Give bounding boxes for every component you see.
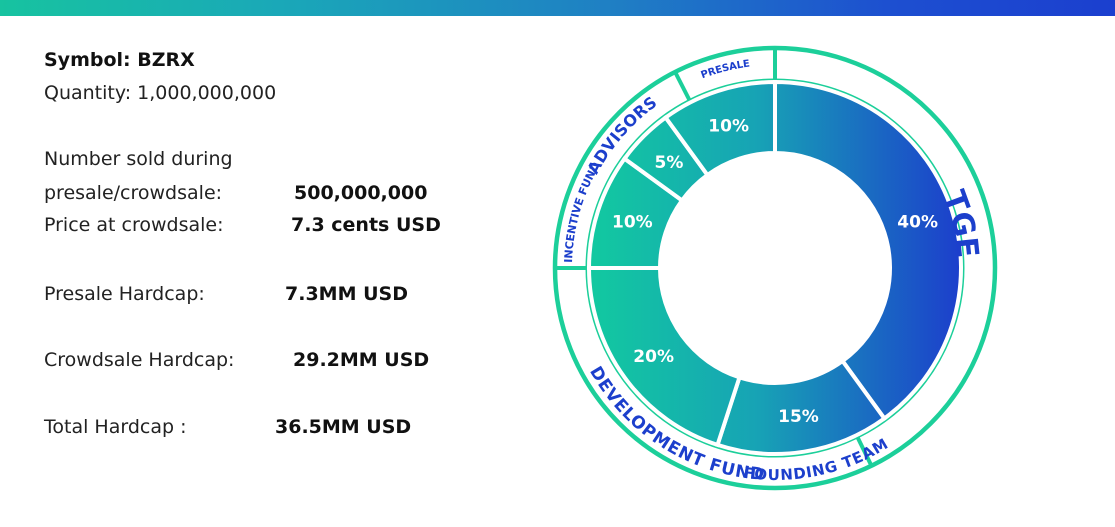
category-label-presale: PRESALE — [700, 59, 751, 82]
presale-hardcap-value: 7.3MM USD — [285, 283, 408, 305]
pct-label-development-fund: 20% — [633, 347, 674, 367]
symbol-text: Symbol: BZRX — [44, 49, 195, 71]
pct-label-founding-team: 15% — [778, 407, 819, 427]
top-gradient-bar — [0, 0, 1115, 16]
sold-value: 500,000,000 — [294, 182, 428, 204]
total-hardcap-value: 36.5MM USD — [275, 416, 412, 438]
pct-label-incentive-fund: 10% — [612, 213, 653, 233]
slice-tge — [773, 79, 963, 422]
slice-presale — [662, 79, 777, 178]
presale-hardcap-label: Presale Hardcap: — [44, 283, 205, 305]
pct-label-tge: 40% — [897, 213, 938, 233]
total-hardcap-label: Total Hardcap : — [44, 416, 187, 438]
price-label: Price at crowdsale: — [44, 214, 224, 236]
pct-label-presale: 10% — [708, 116, 749, 136]
sold-label-line1: Number sold during — [44, 148, 233, 170]
sold-label-line2: presale/crowdsale: — [44, 182, 223, 204]
outer-ring-divider — [855, 436, 874, 467]
crowdsale-hardcap-value: 29.2MM USD — [293, 349, 430, 371]
quantity-text: Quantity: 1,000,000,000 — [44, 82, 277, 104]
price-value: 7.3 cents USD — [291, 214, 441, 236]
pct-label-advisors: 5% — [654, 153, 683, 173]
outer-ring-divider — [673, 71, 692, 102]
crowdsale-hardcap-label: Crowdsale Hardcap: — [44, 349, 235, 371]
